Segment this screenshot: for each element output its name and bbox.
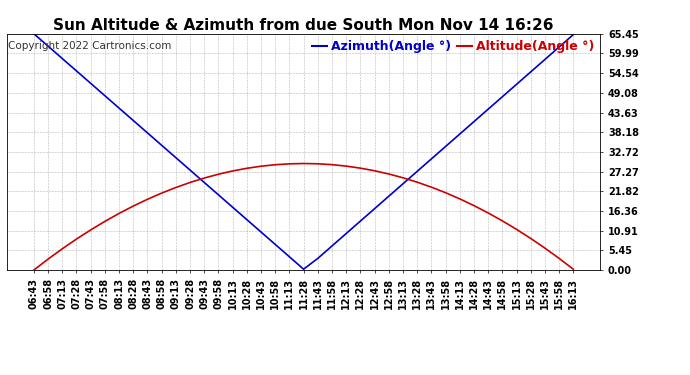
Text: Copyright 2022 Cartronics.com: Copyright 2022 Cartronics.com [8,41,171,51]
Legend: Azimuth(Angle °), Altitude(Angle °): Azimuth(Angle °), Altitude(Angle °) [312,40,594,53]
Title: Sun Altitude & Azimuth from due South Mon Nov 14 16:26: Sun Altitude & Azimuth from due South Mo… [53,18,554,33]
